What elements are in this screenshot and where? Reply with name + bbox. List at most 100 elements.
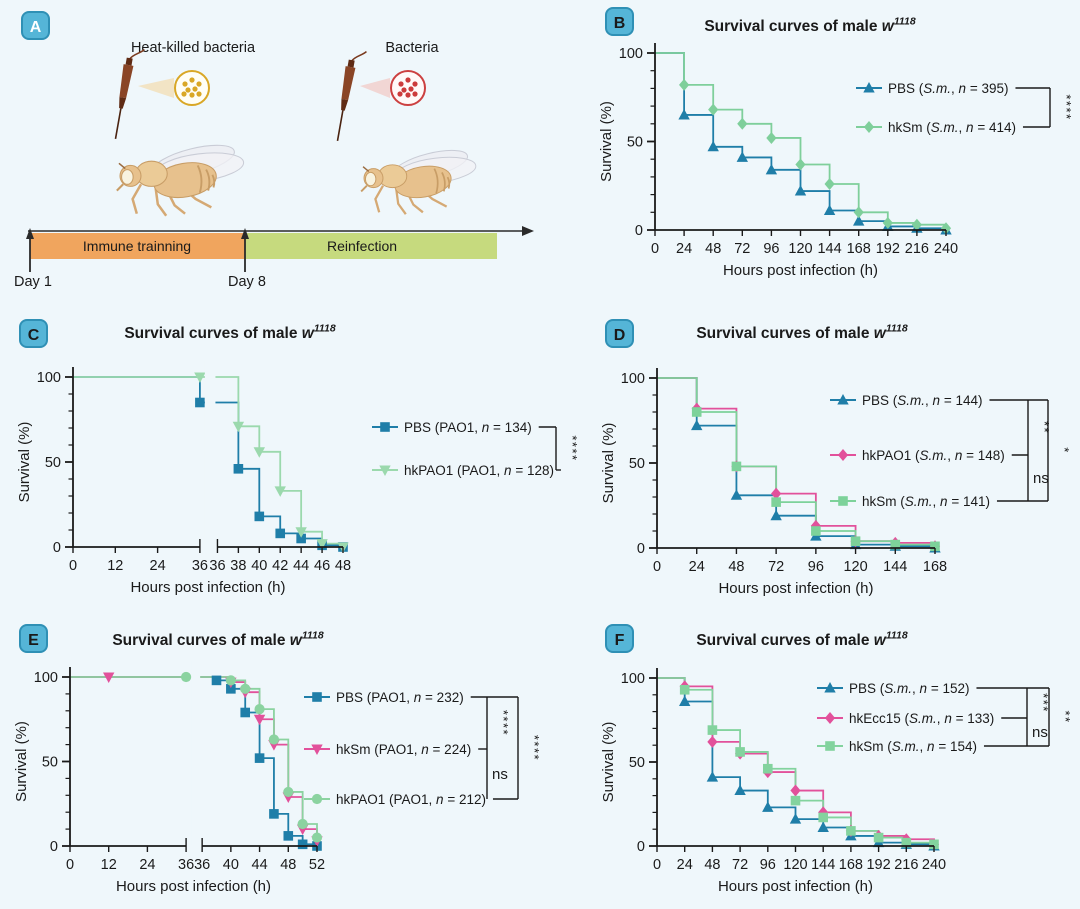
fly-illustration-left — [115, 137, 247, 218]
svg-text:72: 72 — [768, 559, 784, 575]
svg-text:42: 42 — [272, 558, 288, 574]
svg-text:48: 48 — [728, 559, 744, 575]
svg-text:**: ** — [1037, 421, 1052, 434]
svg-text:***: *** — [1036, 693, 1051, 713]
significance-brackets: ** ns * — [989, 399, 1072, 502]
y-axis-label: Survival (%) — [13, 721, 30, 802]
svg-text:50: 50 — [629, 456, 645, 472]
svg-text:hkSm (S.m., n = 414): hkSm (S.m., n = 414) — [888, 120, 1016, 135]
chart-title: Survival curves of male w1118 — [696, 630, 908, 650]
survival-curves — [73, 361, 349, 553]
svg-text:hkEcc15 (S.m., n = 133): hkEcc15 (S.m., n = 133) — [849, 711, 994, 726]
chart-title: Survival curves of male w1118 — [704, 16, 916, 36]
chart-title: Survival curves of male w1118 — [112, 630, 324, 650]
svg-text:0: 0 — [637, 839, 645, 855]
svg-text:0: 0 — [50, 839, 58, 855]
svg-text:36: 36 — [194, 857, 210, 873]
y-axis-label: Survival (%) — [598, 101, 615, 182]
timeline: Immune trainning Reinfection Day 1 Day 8 — [14, 226, 534, 290]
survival-plot-B: 0 50 100 0 24 48 72 96 120 144 168 192 216 240 Hours p… — [598, 7, 1074, 279]
svg-text:hkSm (S.m., n = 141): hkSm (S.m., n = 141) — [862, 494, 990, 509]
svg-text:52: 52 — [309, 857, 325, 873]
svg-text:40: 40 — [251, 558, 267, 574]
svg-text:44: 44 — [293, 558, 309, 574]
svg-text:50: 50 — [629, 755, 645, 771]
panel-badge: E — [19, 624, 48, 653]
significance-brackets: *** ns ** — [976, 687, 1073, 747]
svg-text:**: ** — [1058, 710, 1073, 723]
svg-text:PBS (PAO1, n = 232): PBS (PAO1, n = 232) — [336, 690, 464, 705]
immune-training-bar — [30, 233, 245, 259]
svg-text:PBS (S.m., n = 144): PBS (S.m., n = 144) — [862, 393, 982, 408]
reinfection-label: Reinfection — [327, 238, 397, 254]
svg-text:120: 120 — [783, 857, 807, 873]
y-axis-label: Survival (%) — [600, 722, 617, 803]
svg-text:40: 40 — [223, 857, 239, 873]
svg-text:ns: ns — [1032, 724, 1048, 741]
svg-text:168: 168 — [923, 559, 947, 575]
legend: PBS (PAO1, n = 134) hkPAO1 (PAO1, n = 128… — [372, 420, 554, 478]
svg-text:hkPAO1 (S.m., n = 148): hkPAO1 (S.m., n = 148) — [862, 448, 1005, 463]
svg-text:100: 100 — [619, 46, 643, 62]
svg-text:****: **** — [565, 435, 580, 461]
y-axis-label: Survival (%) — [600, 423, 617, 504]
panel-f-survival-chart: 0 50 100 0 24 48 72 96 120 144 168 192 216 240 Hours p… — [590, 609, 1080, 909]
svg-text:12: 12 — [101, 857, 117, 873]
svg-text:100: 100 — [34, 670, 58, 686]
svg-text:100: 100 — [621, 671, 645, 687]
svg-text:C: C — [28, 327, 40, 344]
chart-title: Survival curves of male w1118 — [696, 323, 908, 343]
svg-text:0: 0 — [635, 223, 643, 239]
svg-text:192: 192 — [866, 857, 890, 873]
x-axis-label: Hours post infection (h) — [723, 262, 878, 279]
svg-text:48: 48 — [280, 857, 296, 873]
panel-badge: D — [605, 319, 634, 348]
day8-label: Day 8 — [228, 274, 266, 290]
legend: PBS (S.m., n = 152) hkEcc15 (S.m., n = 13… — [817, 681, 994, 754]
svg-text:PBS (S.m., n = 152): PBS (S.m., n = 152) — [849, 681, 969, 696]
svg-text:hkSm (PAO1, n = 224): hkSm (PAO1, n = 224) — [336, 742, 471, 757]
legend: PBS (S.m., n = 395) hkSm (S.m., n = 414) — [856, 81, 1016, 135]
day1-label: Day 1 — [14, 274, 52, 290]
bacteria-label: Bacteria — [385, 40, 439, 56]
svg-text:0: 0 — [66, 857, 74, 873]
panel-b-survival-chart: 0 50 100 0 24 48 72 96 120 144 168 192 216 240 Hours p… — [590, 0, 1080, 305]
timeline-arrowhead — [522, 226, 534, 236]
svg-text:PBS (PAO1, n = 134): PBS (PAO1, n = 134) — [404, 420, 532, 435]
svg-text:48: 48 — [705, 241, 721, 257]
svg-text:24: 24 — [139, 857, 155, 873]
fly-illustration-right — [360, 143, 479, 216]
svg-text:24: 24 — [150, 558, 166, 574]
axes: 0 50 100 0 12 24 36 36 38 40 42 44 46 48 — [37, 367, 351, 574]
significance-brackets: **** ns **** — [470, 696, 542, 800]
svg-text:24: 24 — [689, 559, 705, 575]
svg-text:0: 0 — [637, 541, 645, 557]
x-axis-label: Hours post infection (h) — [718, 580, 873, 597]
svg-text:B: B — [614, 15, 626, 32]
survival-plot-F: 0 50 100 0 24 48 72 96 120 144 168 192 216 240 Hours p… — [600, 624, 1073, 895]
svg-text:240: 240 — [922, 857, 946, 873]
svg-text:96: 96 — [763, 241, 779, 257]
survival-curves — [70, 661, 323, 851]
svg-text:0: 0 — [651, 241, 659, 257]
svg-text:0: 0 — [653, 559, 661, 575]
axes: 0 50 100 0 12 24 36 36 40 44 48 52 — [34, 667, 325, 873]
panel-e-survival-chart: 0 50 100 0 12 24 36 36 40 44 48 52 Hours post infect… — [0, 609, 590, 909]
x-axis-label: Hours post infection (h) — [116, 878, 271, 895]
svg-text:E: E — [28, 632, 39, 649]
svg-text:F: F — [615, 632, 625, 649]
svg-text:144: 144 — [817, 241, 841, 257]
svg-text:168: 168 — [847, 241, 871, 257]
syringe-icon-right — [331, 47, 368, 144]
panel-d-survival-chart: 0 50 100 0 24 48 72 96 120 144 168 Hours post infec… — [590, 300, 1080, 614]
legend: PBS (PAO1, n = 232) hkSm (PAO1, n = 224) h… — [304, 690, 486, 807]
svg-text:144: 144 — [883, 559, 907, 575]
svg-text:100: 100 — [37, 370, 61, 386]
significance-brackets: **** — [1015, 87, 1074, 128]
chart-title: Survival curves of male w1118 — [124, 323, 336, 343]
panel-badge: C — [19, 319, 48, 348]
svg-text:72: 72 — [732, 857, 748, 873]
reinfection-bar — [245, 233, 497, 259]
